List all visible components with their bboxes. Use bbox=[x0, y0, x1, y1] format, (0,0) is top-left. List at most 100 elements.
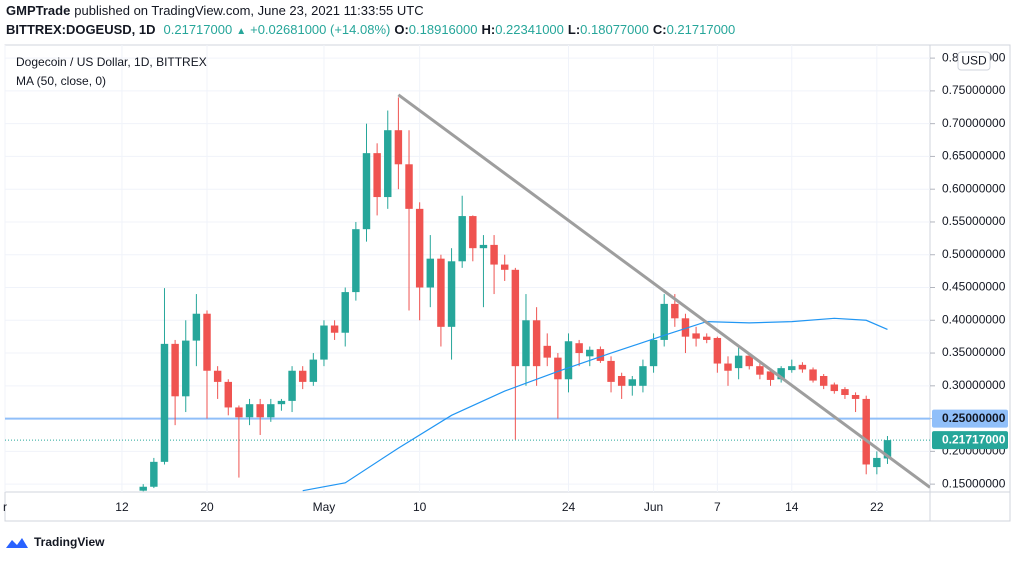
currency-badge[interactable] bbox=[957, 51, 991, 71]
plot bbox=[5, 93, 930, 492]
ohlc-value: 0.22341000 bbox=[495, 22, 564, 37]
candle-body bbox=[362, 153, 371, 230]
trend-line bbox=[397, 93, 930, 489]
x-tick-label: May bbox=[313, 500, 336, 514]
candle-body bbox=[437, 258, 445, 327]
candle-body bbox=[873, 457, 881, 468]
ohlc-value: 0.18077000 bbox=[580, 22, 649, 37]
y-tick-label: 0.55000000 bbox=[942, 214, 1006, 228]
candle-body bbox=[267, 404, 275, 418]
last-price-label: 0.21717000 bbox=[942, 432, 1006, 446]
candle-body bbox=[883, 440, 892, 459]
published: published on TradingView.com, June 23, 2… bbox=[74, 3, 423, 18]
candle-body bbox=[373, 153, 381, 198]
panel-frame bbox=[4, 44, 1011, 522]
candle-body bbox=[330, 325, 339, 333]
y-tick-label: 0.30000000 bbox=[942, 378, 1006, 392]
candle-body bbox=[692, 333, 700, 339]
candle-body bbox=[788, 366, 796, 371]
candle-body bbox=[150, 461, 158, 487]
symbol: BITTREX:DOGEUSD, 1D bbox=[6, 22, 156, 37]
x-tick-label: 12 bbox=[115, 500, 129, 514]
publisher: GMPTrade bbox=[6, 3, 70, 18]
ohlc-label: C: bbox=[653, 22, 667, 37]
candle-body bbox=[309, 359, 318, 382]
candle-body bbox=[734, 355, 743, 369]
y-tick-label: 0.50000000 bbox=[942, 247, 1006, 261]
candle-body bbox=[575, 343, 583, 354]
candle-body bbox=[277, 400, 286, 405]
candle-body bbox=[766, 371, 775, 380]
candle-body bbox=[384, 130, 392, 198]
last-price-badge bbox=[932, 431, 1008, 450]
candle-body bbox=[405, 164, 413, 209]
candle-body bbox=[469, 216, 477, 249]
candle-body bbox=[213, 370, 222, 382]
x-tick-label: 7 bbox=[714, 500, 721, 514]
price: 0.21717000 bbox=[164, 22, 233, 37]
y-tick-label: 0.35000000 bbox=[942, 345, 1006, 359]
ma-line bbox=[302, 317, 888, 492]
candle-body bbox=[564, 341, 573, 380]
candle-body bbox=[490, 244, 498, 265]
candle-body bbox=[649, 339, 658, 367]
candle-body bbox=[777, 368, 785, 380]
candle-body bbox=[500, 264, 509, 270]
candle-body bbox=[809, 369, 817, 381]
ohlc-label: O: bbox=[394, 22, 408, 37]
candle-body bbox=[851, 394, 860, 399]
y-tick-label: 0.65000000 bbox=[942, 149, 1006, 163]
candle-body bbox=[245, 404, 254, 418]
candle-body bbox=[543, 345, 551, 358]
scales: 0.150000000.200000000.250000000.30000000… bbox=[3, 50, 1008, 514]
y-tick-label: 0.75000000 bbox=[942, 83, 1006, 97]
ohlc-value: 0.21717000 bbox=[667, 22, 736, 37]
candle-body bbox=[522, 320, 530, 367]
candle-body bbox=[203, 313, 211, 371]
candle-body bbox=[160, 343, 169, 462]
x-tick-label: 14 bbox=[785, 500, 799, 514]
candle-body bbox=[713, 337, 722, 364]
candle-body bbox=[426, 258, 435, 288]
candle-body bbox=[586, 349, 594, 357]
candle-body bbox=[724, 363, 732, 371]
candle-body bbox=[862, 398, 870, 465]
candle-body bbox=[819, 375, 828, 386]
candle-body bbox=[607, 360, 615, 382]
candle-body bbox=[511, 269, 520, 367]
candle-body bbox=[139, 486, 147, 491]
candle-body bbox=[830, 384, 839, 392]
candle-body bbox=[447, 261, 456, 327]
candle-body bbox=[256, 404, 264, 418]
candle-body bbox=[182, 340, 190, 397]
candle-body bbox=[798, 364, 807, 370]
y-tick-label: 0.45000000 bbox=[942, 280, 1006, 294]
ohlc-value: 0.18916000 bbox=[409, 22, 478, 37]
candle-body bbox=[841, 389, 849, 395]
change: +0.02681000 (+14.08%) bbox=[250, 22, 390, 37]
footer-brand: TradingView bbox=[34, 535, 105, 549]
currency: USD bbox=[961, 54, 987, 68]
candle-body bbox=[745, 355, 753, 367]
y-tick-label: 0.40000000 bbox=[942, 312, 1006, 326]
footer-logo bbox=[6, 538, 28, 548]
candle-body bbox=[320, 325, 328, 360]
candle-body bbox=[681, 318, 690, 337]
candle-body bbox=[660, 303, 668, 340]
candle-body bbox=[394, 130, 403, 165]
candle-body bbox=[341, 292, 349, 333]
symbol-line: BITTREX:DOGEUSD, 1D 0.21717000 ▲ +0.0268100… bbox=[6, 22, 735, 37]
ohlc-label: L: bbox=[568, 22, 580, 37]
candle-body bbox=[288, 370, 296, 401]
ma-legend: MA (50, close, 0) bbox=[16, 74, 106, 88]
candle-body bbox=[703, 336, 711, 340]
x-tick-label: 24 bbox=[562, 500, 576, 514]
y-tick-label: 0.15000000 bbox=[942, 476, 1006, 490]
candle-body bbox=[628, 379, 637, 386]
change-arrow: ▲ bbox=[236, 26, 246, 37]
grid bbox=[4, 45, 930, 492]
y-tick-label: 0.70000000 bbox=[942, 116, 1006, 130]
candle-body bbox=[554, 357, 562, 380]
candle-body bbox=[298, 370, 307, 382]
